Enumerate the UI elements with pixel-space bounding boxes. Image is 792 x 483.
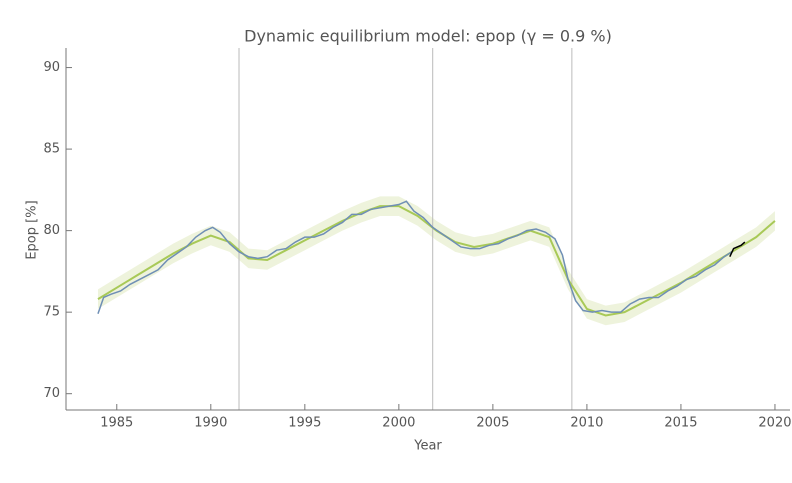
y-tick-label: 85 (43, 142, 60, 157)
x-axis-label: Year (413, 439, 442, 454)
y-tick-label: 80 (43, 223, 60, 238)
y-tick-label: 90 (43, 60, 60, 75)
x-tick-label: 1990 (194, 416, 227, 431)
x-tick-label: 1985 (100, 416, 133, 431)
x-tick-label: 1995 (288, 416, 321, 431)
x-tick-label: 2015 (664, 416, 697, 431)
x-tick-label: 2010 (570, 416, 603, 431)
series-line (97, 200, 733, 315)
y-axis-label: Epop [%] (25, 200, 40, 259)
confidence-band (97, 196, 775, 326)
chart-title: Dynamic equilibrium model: epop (γ = 0.9… (244, 27, 612, 46)
x-tick-label: 2020 (758, 416, 791, 431)
x-tick-label: 2005 (476, 416, 509, 431)
x-tick-label: 2000 (382, 416, 415, 431)
y-tick-label: 70 (43, 386, 60, 401)
series-line (729, 241, 746, 258)
y-tick-label: 75 (43, 305, 60, 320)
